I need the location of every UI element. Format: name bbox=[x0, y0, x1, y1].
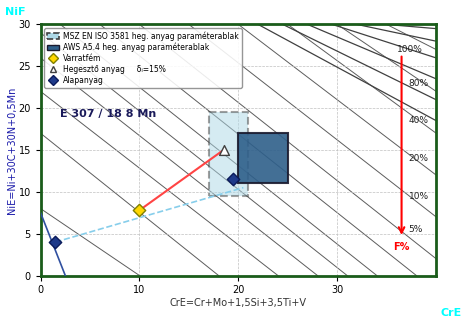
Point bbox=[220, 147, 227, 152]
Text: NiF: NiF bbox=[5, 7, 25, 17]
Text: 5%: 5% bbox=[409, 225, 423, 234]
X-axis label: CrE=Cr+Mo+1,5Si+3,5Ti+V: CrE=Cr+Mo+1,5Si+3,5Ti+V bbox=[170, 298, 307, 308]
Text: CrE: CrE bbox=[440, 308, 461, 318]
Text: 100%: 100% bbox=[396, 45, 423, 54]
Text: 20%: 20% bbox=[409, 154, 429, 163]
Point bbox=[230, 177, 237, 182]
Text: 40%: 40% bbox=[409, 116, 429, 125]
Point bbox=[136, 208, 143, 213]
Y-axis label: NiE=Ni+30C+30N+0,5Mn: NiE=Ni+30C+30N+0,5Mn bbox=[7, 86, 17, 214]
Bar bbox=[209, 112, 248, 196]
Legend: MSZ EN ISO 3581 heg. anyag paraméterablak, AWS A5.4 heg. anyag paraméterablak, V: MSZ EN ISO 3581 heg. anyag paraméterabla… bbox=[44, 28, 241, 88]
Text: 80%: 80% bbox=[409, 79, 429, 87]
Text: E 307 / 18 8 Mn: E 307 / 18 8 Mn bbox=[60, 109, 156, 119]
Text: 10%: 10% bbox=[409, 191, 429, 201]
Bar bbox=[238, 133, 288, 184]
Point bbox=[51, 240, 59, 245]
Text: F%: F% bbox=[394, 242, 410, 252]
